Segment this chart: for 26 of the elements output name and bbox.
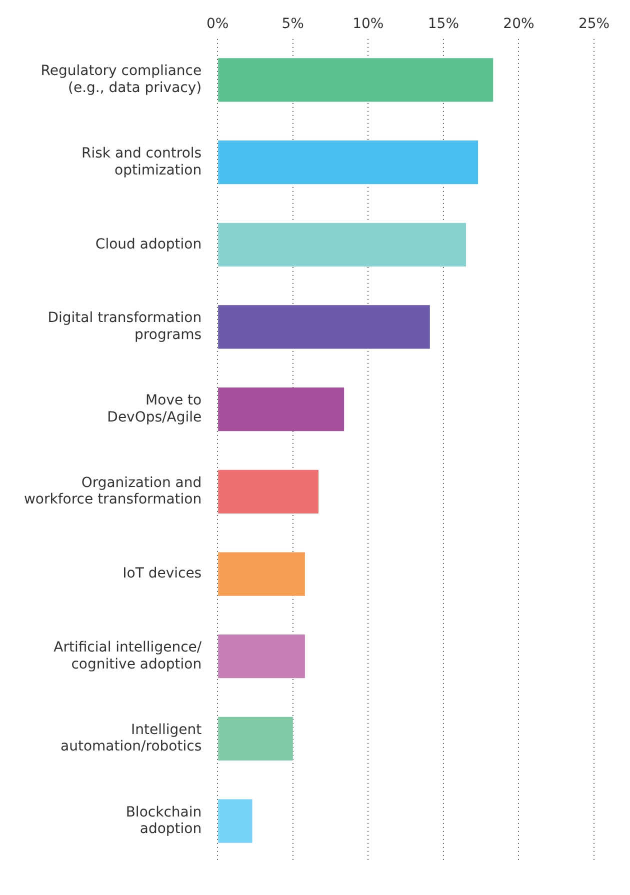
y-tick-label: Regulatory compliance (e.g., data privacy)	[40, 63, 202, 96]
x-tick-label: 10%	[352, 16, 384, 32]
y-tick-label: Intelligent automation/robotics	[60, 722, 202, 755]
x-tick-label: 20%	[503, 16, 534, 32]
y-tick-label: Digital transformation programs	[48, 310, 202, 344]
bar	[218, 634, 305, 678]
bar	[218, 58, 494, 102]
y-tick-label: Cloud adoption	[95, 236, 202, 252]
y-tick-label: Move to DevOps/Agile	[107, 392, 202, 426]
x-tick-label: 15%	[428, 16, 460, 32]
x-tick-label: 25%	[578, 16, 610, 32]
bar	[218, 716, 293, 761]
bar	[218, 470, 318, 514]
y-tick-label: Organization and workforce transformation	[24, 474, 202, 508]
y-tick-label: IoT devices	[122, 566, 202, 582]
x-tick-label: 0%	[206, 16, 229, 32]
y-tick-label: Blockchain adoption	[126, 804, 202, 838]
bar	[218, 799, 252, 843]
bar	[218, 388, 344, 432]
bar	[218, 552, 305, 596]
bar	[218, 305, 430, 349]
bar	[218, 222, 466, 266]
y-tick-label: Risk and controls optimization	[82, 146, 202, 178]
x-tick-label: 5%	[282, 16, 304, 32]
y-tick-label: Artificial intelligence/ cognitive adoption	[54, 640, 202, 672]
bar	[218, 140, 478, 184]
